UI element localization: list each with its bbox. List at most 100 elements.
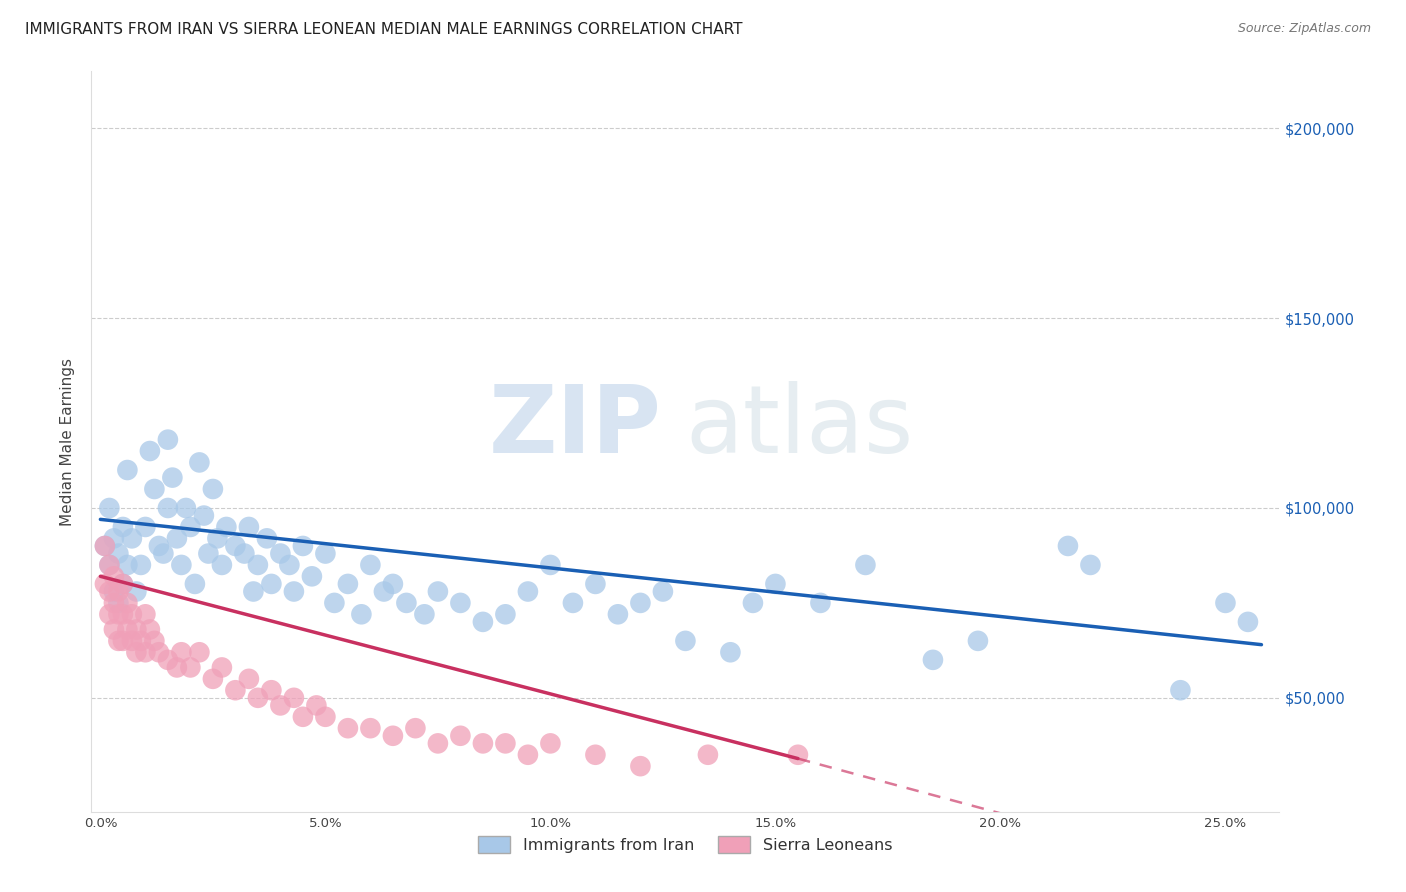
Point [134,520,156,534]
Point [233,547,256,561]
Text: IMMIGRANTS FROM IRAN VS SIERRA LEONEAN MEDIAN MALE EARNINGS CORRELATION CHART: IMMIGRANTS FROM IRAN VS SIERRA LEONEAN M… [25,22,742,37]
Point [98,607,121,622]
Point [207,532,229,546]
Point [314,710,336,724]
Point [94,539,117,553]
Point [260,683,283,698]
Point [201,482,224,496]
Point [697,747,720,762]
Point [1170,683,1192,698]
Point [314,547,336,561]
Point [107,633,129,648]
Point [94,577,117,591]
Point [269,698,291,713]
Point [381,577,404,591]
Point [125,645,148,659]
Point [628,596,651,610]
Point [922,653,945,667]
Point [139,623,162,637]
Point [246,690,269,705]
Point [170,645,193,659]
Point [516,747,538,762]
Point [166,660,188,674]
Point [516,584,538,599]
Point [197,547,219,561]
Point [269,547,291,561]
Point [449,596,471,610]
Point [283,690,305,705]
Point [449,729,471,743]
Point [98,558,121,572]
Text: Source: ZipAtlas.com: Source: ZipAtlas.com [1237,22,1371,36]
Point [117,558,139,572]
Point [494,736,516,750]
Point [184,577,207,591]
Point [107,547,129,561]
Point [152,547,174,561]
Point [291,710,314,724]
Point [305,698,328,713]
Point [179,520,201,534]
Point [291,539,314,553]
Point [373,584,395,599]
Point [242,584,264,599]
Point [673,633,696,648]
Point [156,653,179,667]
Point [139,444,162,458]
Point [98,558,121,572]
Point [494,607,516,622]
Point [720,645,742,659]
Point [855,558,877,572]
Point [336,577,359,591]
Point [107,596,129,610]
Point [538,558,561,572]
Point [742,596,765,610]
Point [170,558,193,572]
Point [765,577,787,591]
Point [395,596,418,610]
Point [134,607,156,622]
Point [111,577,134,591]
Point [179,660,201,674]
Point [121,607,143,622]
Point [148,539,170,553]
Point [606,607,628,622]
Point [121,532,143,546]
Point [215,520,238,534]
Point [117,463,139,477]
Point [359,558,381,572]
Point [1237,615,1260,629]
Point [201,672,224,686]
Point [260,577,283,591]
Point [583,747,606,762]
Point [967,633,990,648]
Point [134,645,156,659]
Point [125,623,148,637]
Point [787,747,810,762]
Text: ZIP: ZIP [489,381,662,473]
Point [143,633,166,648]
Point [256,532,278,546]
Point [1080,558,1102,572]
Point [103,532,125,546]
Point [1057,539,1080,553]
Y-axis label: Median Male Earnings: Median Male Earnings [60,358,76,525]
Point [98,584,121,599]
Point [283,584,305,599]
Point [404,721,426,735]
Point [174,500,197,515]
Point [117,623,139,637]
Point [628,759,651,773]
Point [350,607,373,622]
Point [583,577,606,591]
Point [166,532,188,546]
Point [107,607,129,622]
Point [148,645,170,659]
Point [246,558,269,572]
Point [193,508,215,523]
Point [111,607,134,622]
Point [301,569,323,583]
Point [211,558,233,572]
Point [188,455,211,469]
Point [143,482,166,496]
